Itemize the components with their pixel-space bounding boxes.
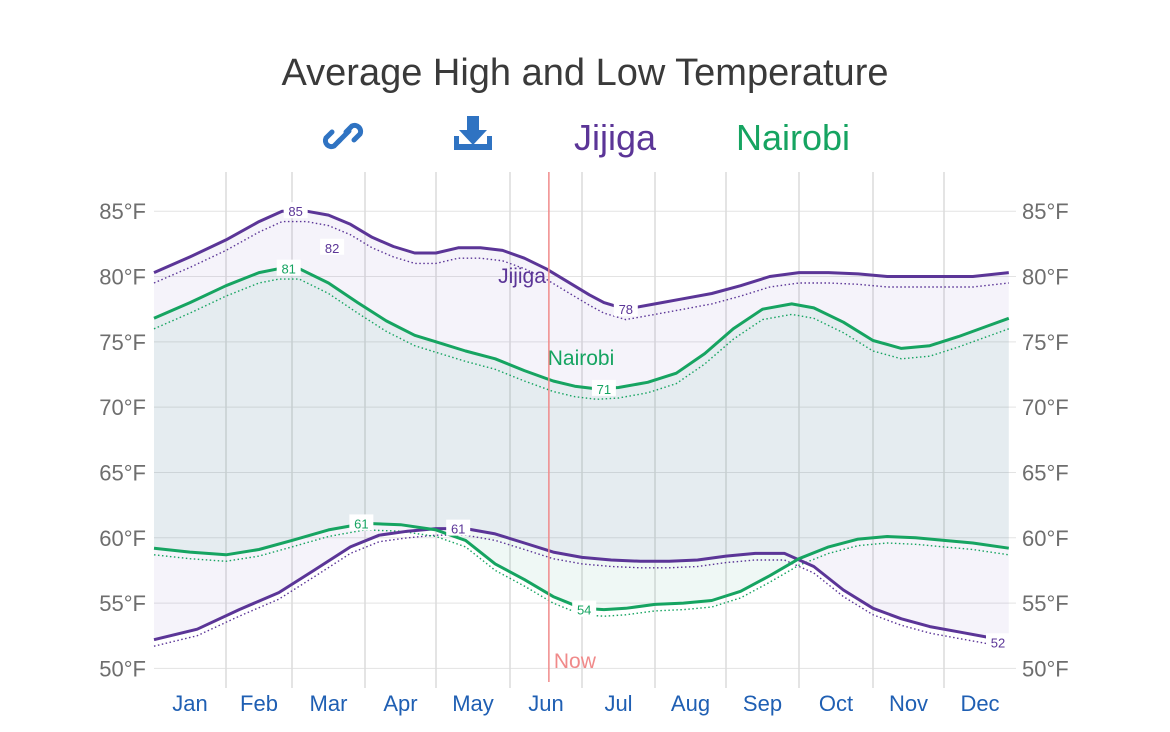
nairobi-low-min-label-bg	[572, 600, 597, 617]
y-tick-right: 50°F	[1022, 656, 1069, 681]
y-tick-left: 80°F	[99, 265, 146, 290]
y-tick-right: 70°F	[1022, 395, 1069, 420]
nairobi-high-max-label: 81	[281, 262, 295, 277]
y-tick-left: 65°F	[99, 460, 146, 485]
month-label-dec: Dec	[960, 691, 999, 716]
month-label-jan: Jan	[172, 691, 207, 716]
nairobi-low-max-label: 61	[354, 516, 368, 531]
nairobi-high-min-label-bg	[591, 379, 616, 396]
y-tick-right: 55°F	[1022, 591, 1069, 616]
jijiga-high-max-label: 85	[288, 204, 302, 219]
month-label-may: May	[452, 691, 494, 716]
jijiga-perceived-high-max-label-bg	[320, 238, 345, 255]
y-tick-left: 75°F	[99, 330, 146, 355]
jijiga-low-min-label-bg	[986, 633, 1010, 650]
legend-nairobi[interactable]: Nairobi	[736, 117, 850, 158]
now-label: Now	[554, 650, 597, 673]
y-tick-left: 60°F	[99, 526, 146, 551]
jijiga-high-min-label-bg	[613, 300, 638, 317]
y-tick-right: 80°F	[1022, 265, 1069, 290]
month-label-nov: Nov	[889, 691, 928, 716]
nairobi-low-max-label-bg	[349, 514, 374, 531]
nairobi-high-max-label-bg	[276, 259, 301, 276]
inline-label-jijiga: Jijiga	[498, 265, 546, 288]
y-tick-right: 60°F	[1022, 526, 1069, 551]
jijiga-perceived-high-max-label: 82	[325, 241, 339, 256]
y-tick-left: 55°F	[99, 591, 146, 616]
download-icon	[454, 116, 492, 150]
jijiga-low-max-label: 61	[451, 522, 465, 537]
series-high-nairobi[interactable]	[153, 267, 1010, 391]
series-low-nairobi[interactable]	[153, 521, 1010, 612]
month-label-aug: Aug	[671, 691, 710, 716]
jijiga-low-min-label: 52	[991, 635, 1005, 650]
y-tick-left: 85°F	[99, 199, 146, 224]
band-nairobi	[154, 268, 1009, 610]
y-tick-right: 75°F	[1022, 330, 1069, 355]
jijiga-high-max-label-bg	[283, 202, 308, 219]
y-tick-left: 70°F	[99, 395, 146, 420]
y-tick-right: 65°F	[1022, 460, 1069, 485]
month-label-oct: Oct	[819, 691, 853, 716]
perceived-low-jijiga	[153, 534, 1009, 647]
y-tick-right: 85°F	[1022, 199, 1069, 224]
nairobi-high-min-label: 71	[597, 382, 611, 397]
month-label-jul: Jul	[604, 691, 632, 716]
month-label-jun: Jun	[528, 691, 563, 716]
series-low-jijiga[interactable]	[153, 527, 1009, 642]
legend: Jijiga Nairobi	[574, 117, 850, 158]
jijiga-low-max-label-bg	[446, 519, 471, 536]
perceived-low-nairobi	[153, 529, 1009, 617]
link-icon	[322, 122, 364, 150]
perceived-high-nairobi	[153, 278, 1010, 401]
month-label-feb: Feb	[240, 691, 278, 716]
month-label-sep: Sep	[743, 691, 782, 716]
link-button[interactable]	[322, 122, 364, 150]
month-label-mar: Mar	[310, 691, 348, 716]
inline-label-nairobi: Nairobi	[548, 347, 615, 370]
download-button[interactable]	[454, 116, 492, 150]
legend-jijiga[interactable]: Jijiga	[574, 117, 657, 158]
jijiga-high-min-label: 78	[619, 302, 633, 317]
plot-area: 50°F 50°F 55°F 55°F 60°F 60°F 65°F 65°F 70°F 70°F…	[99, 172, 1069, 716]
nairobi-low-min-label: 54	[577, 603, 591, 618]
month-label-apr: Apr	[383, 691, 417, 716]
chart-title: Average High and Low Temperature	[282, 52, 889, 94]
y-tick-left: 50°F	[99, 656, 146, 681]
band-jijiga	[154, 211, 1009, 640]
series-high-jijiga[interactable]	[153, 209, 1009, 311]
